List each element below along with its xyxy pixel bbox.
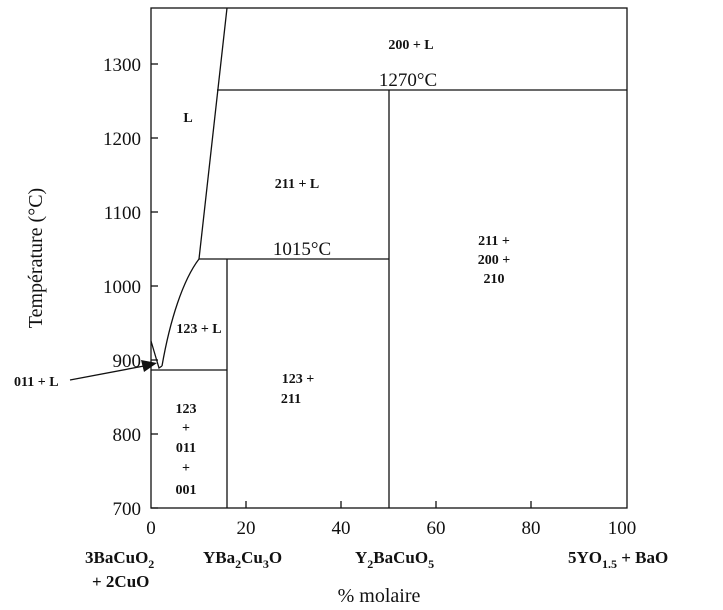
temp-label-1270: 1270°C bbox=[379, 70, 437, 91]
x-tick-20: 20 bbox=[237, 518, 256, 539]
svg-text:200 +: 200 + bbox=[478, 253, 511, 268]
region-123-l: 123 + L bbox=[176, 322, 221, 337]
x-tick-0: 0 bbox=[146, 518, 156, 539]
liquidus-curve bbox=[161, 258, 200, 367]
x-axis-ticks bbox=[245, 501, 532, 508]
arrow-icon bbox=[69, 360, 157, 381]
y-tick-700: 700 bbox=[113, 499, 142, 520]
liquidus-upper-line bbox=[198, 7, 228, 260]
x-axis-title: % molaire bbox=[338, 585, 421, 607]
svg-text:123: 123 bbox=[176, 402, 197, 417]
composition-5yo15-bao: 5YO1.5 + BaO bbox=[568, 548, 668, 571]
x-tick-100: 100 bbox=[608, 518, 637, 539]
composition-y2bacuo5: Y2BaCuO5 bbox=[355, 548, 434, 571]
region-liquid: L bbox=[183, 111, 192, 126]
region-123-011-001: 123 + 011 + 001 bbox=[176, 402, 197, 498]
y-tick-1000: 1000 bbox=[103, 277, 141, 298]
temp-label-1015: 1015°C bbox=[273, 239, 331, 260]
x-tick-40: 40 bbox=[332, 518, 351, 539]
y-tick-900: 900 bbox=[113, 351, 142, 372]
x-tick-80: 80 bbox=[522, 518, 541, 539]
region-123-211: 123 + 211 bbox=[281, 372, 314, 407]
y-axis-ticks bbox=[151, 63, 158, 509]
region-211-l: 211 + L bbox=[275, 177, 320, 192]
composition-yba2cu3o: YBa2Cu3O bbox=[203, 548, 282, 571]
svg-text:211: 211 bbox=[281, 392, 301, 407]
svg-text:+: + bbox=[182, 421, 190, 436]
svg-text:001: 001 bbox=[176, 483, 197, 498]
svg-text:210: 210 bbox=[484, 272, 505, 287]
svg-text:123 +: 123 + bbox=[282, 372, 315, 387]
y-tick-1200: 1200 bbox=[103, 129, 141, 150]
y-tick-1300: 1300 bbox=[103, 55, 141, 76]
y-tick-1100: 1100 bbox=[104, 203, 141, 224]
svg-text:211 +: 211 + bbox=[478, 234, 510, 249]
svg-text:+: + bbox=[182, 461, 190, 476]
phase-boundaries bbox=[150, 7, 627, 508]
composition-3bacuo2: 3BaCuO2 bbox=[85, 548, 154, 571]
composition-2cuo: + 2CuO bbox=[92, 572, 149, 591]
x-tick-60: 60 bbox=[427, 518, 446, 539]
y-axis-title: Température (°C) bbox=[25, 188, 47, 328]
region-211-200-210: 211 + 200 + 210 bbox=[478, 234, 511, 287]
eutectic-v bbox=[150, 340, 163, 370]
svg-text:011: 011 bbox=[176, 441, 196, 456]
region-200-l: 200 + L bbox=[388, 38, 433, 53]
annotation-011-l: 011 + L bbox=[14, 375, 59, 390]
y-tick-800: 800 bbox=[113, 425, 142, 446]
